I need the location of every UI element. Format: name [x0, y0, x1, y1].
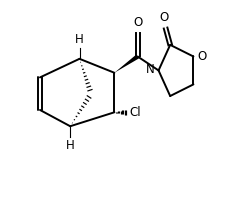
Text: O: O [198, 50, 207, 63]
Text: Cl: Cl [129, 106, 141, 119]
Text: N: N [146, 63, 154, 76]
Text: H: H [66, 139, 75, 152]
Text: H: H [75, 33, 84, 46]
Polygon shape [114, 55, 139, 73]
Text: O: O [160, 11, 169, 24]
Text: O: O [133, 16, 142, 29]
